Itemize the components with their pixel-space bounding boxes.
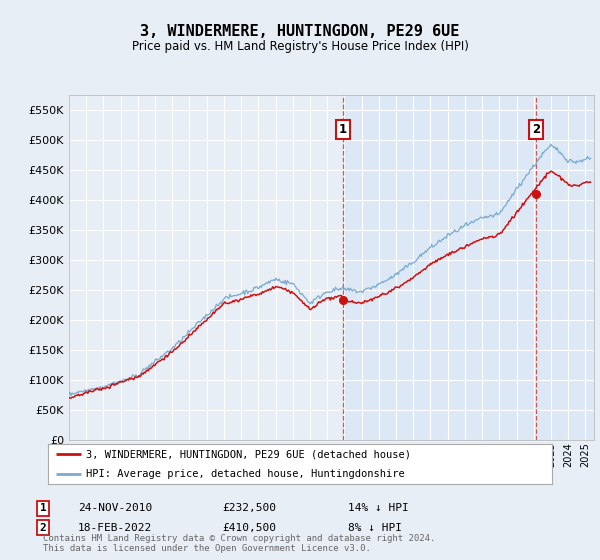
Text: 3, WINDERMERE, HUNTINGDON, PE29 6UE: 3, WINDERMERE, HUNTINGDON, PE29 6UE [140, 24, 460, 39]
Text: £410,500: £410,500 [222, 522, 276, 533]
Text: 18-FEB-2022: 18-FEB-2022 [78, 522, 152, 533]
Bar [343, 95, 594, 440]
Text: £232,500: £232,500 [222, 503, 276, 514]
Text: 2: 2 [532, 123, 540, 136]
Text: 1: 1 [338, 123, 347, 136]
Text: 3, WINDERMERE, HUNTINGDON, PE29 6UE (detached house): 3, WINDERMERE, HUNTINGDON, PE29 6UE (det… [86, 449, 411, 459]
Text: Price paid vs. HM Land Registry's House Price Index (HPI): Price paid vs. HM Land Registry's House … [131, 40, 469, 53]
Text: HPI: Average price, detached house, Huntingdonshire: HPI: Average price, detached house, Hunt… [86, 469, 404, 479]
Text: 24-NOV-2010: 24-NOV-2010 [78, 503, 152, 514]
Text: 1: 1 [40, 503, 47, 514]
Text: 2: 2 [40, 522, 47, 533]
Text: 8% ↓ HPI: 8% ↓ HPI [348, 522, 402, 533]
Text: 14% ↓ HPI: 14% ↓ HPI [348, 503, 409, 514]
Text: Contains HM Land Registry data © Crown copyright and database right 2024.
This d: Contains HM Land Registry data © Crown c… [43, 534, 436, 553]
